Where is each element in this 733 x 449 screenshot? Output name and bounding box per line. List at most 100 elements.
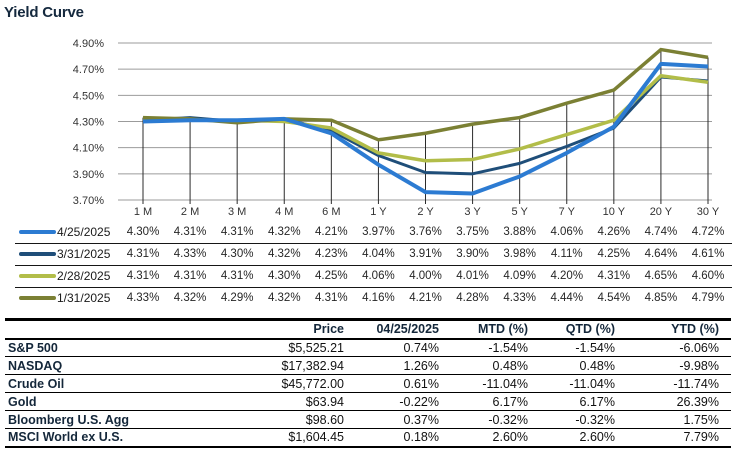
x-tick-label: 4 M bbox=[275, 206, 293, 218]
legend-value: 4.32% bbox=[267, 226, 301, 238]
legend-value: 4.65% bbox=[644, 270, 678, 282]
legend-value: 4.31% bbox=[315, 292, 348, 304]
legend-value: 4.06% bbox=[362, 270, 395, 282]
table-row: MSCI World ex U.S. $1,604.45 0.18% 2.60% 2.6… bbox=[5, 429, 731, 447]
legend-row: 1/31/2025 4.33% 4.32% 4.29% 4.32% 4.31% 4.16% 4… bbox=[0, 287, 733, 309]
legend-value: 4.11% bbox=[550, 248, 583, 260]
legend-value: 3.88% bbox=[503, 226, 536, 238]
cell-value: 0.37% bbox=[403, 412, 439, 427]
cell-value: 0.74% bbox=[403, 340, 439, 355]
legend-value: 4.09% bbox=[503, 270, 536, 282]
legend-value: 4.23% bbox=[315, 248, 348, 260]
legend-row: 3/31/2025 4.31% 4.33% 4.30% 4.32% 4.23% 4.04% 3… bbox=[0, 243, 733, 265]
cell-value: $45,772.00 bbox=[281, 376, 344, 391]
cell-value: -0.32% bbox=[488, 412, 528, 427]
legend-value: 4.31% bbox=[220, 226, 254, 238]
y-tick-label: 3.70% bbox=[73, 195, 104, 207]
legend-value: 4.01% bbox=[456, 270, 489, 282]
row-label: Gold bbox=[8, 394, 37, 409]
cell-value: -0.32% bbox=[575, 412, 615, 427]
legend-value: 4.72% bbox=[691, 226, 725, 238]
cell-value: 2.60% bbox=[579, 430, 615, 445]
legend-value: 4.31% bbox=[220, 270, 254, 282]
x-tick-label: 7 Y bbox=[559, 206, 576, 218]
legend-value: 4.00% bbox=[409, 270, 442, 282]
x-tick-label: 2 M bbox=[181, 206, 199, 218]
legend-row: 2/28/2025 4.31% 4.31% 4.31% 4.30% 4.25% 4.06% 4… bbox=[0, 265, 733, 287]
legend-value: 4.33% bbox=[173, 248, 207, 260]
legend-value: 3.75% bbox=[456, 226, 489, 238]
row-label: MSCI World ex U.S. bbox=[8, 430, 124, 445]
legend-value: 4.33% bbox=[503, 292, 536, 304]
legend-separator bbox=[15, 287, 732, 288]
page-title: Yield Curve bbox=[4, 4, 84, 21]
legend-value: 3.98% bbox=[503, 248, 536, 260]
table-row: NASDAQ $17,382.94 1.26% 0.48% 0.48% -9.98% bbox=[5, 357, 731, 375]
legend-value: 4.31% bbox=[597, 270, 631, 282]
legend-value: 4.30% bbox=[220, 248, 254, 260]
y-tick-label: 4.30% bbox=[73, 117, 104, 129]
legend-separator bbox=[15, 265, 732, 266]
cell-value: -1.54% bbox=[488, 340, 528, 355]
legend-value: 4.61% bbox=[691, 248, 725, 260]
cell-value: 0.48% bbox=[492, 358, 528, 373]
series-line-4-25-2025 bbox=[142, 61, 709, 196]
cell-value: -6.06% bbox=[679, 340, 719, 355]
cell-value: $17,382.94 bbox=[281, 358, 344, 373]
table-row: Crude Oil $45,772.00 0.61% -11.04% -11.04% -1… bbox=[5, 375, 731, 393]
column-header: YTD (%) bbox=[671, 322, 719, 337]
y-tick-label: 3.90% bbox=[73, 169, 104, 181]
row-label: S&P 500 bbox=[8, 340, 58, 355]
legend-value: 4.04% bbox=[362, 248, 395, 260]
legend-series-name: 3/31/2025 bbox=[57, 247, 111, 261]
table-row: S&P 500 $5,525.21 0.74% -1.54% -1.54% -6.06% bbox=[5, 339, 731, 357]
legend-value: 4.32% bbox=[173, 292, 207, 304]
yield-curve-chart: 4.90% 4.70% 4.50% 4.30% 4.10% 3.90% 3.70% 1 M 2 … bbox=[73, 38, 720, 218]
series-line-1-31-2025 bbox=[142, 47, 709, 142]
x-tick-label: 3 M bbox=[228, 206, 246, 218]
legend-swatch bbox=[19, 296, 56, 300]
legend-value: 4.26% bbox=[597, 226, 631, 238]
legend-value: 4.79% bbox=[691, 292, 725, 304]
legend-value: 4.31% bbox=[126, 248, 160, 260]
legend-value: 4.16% bbox=[362, 292, 395, 304]
cell-value: 2.60% bbox=[492, 430, 528, 445]
cell-value: 1.26% bbox=[403, 358, 439, 373]
legend-value: 4.31% bbox=[173, 270, 207, 282]
market-summary-table: Price 04/25/2025 MTD (%) QTD (%) YTD (%) S&P … bbox=[5, 318, 731, 448]
legend-value: 4.32% bbox=[267, 248, 301, 260]
column-header: QTD (%) bbox=[565, 322, 615, 337]
legend-value: 3.76% bbox=[409, 226, 442, 238]
legend-value: 4.60% bbox=[691, 270, 725, 282]
x-tick-label: 1 M bbox=[134, 206, 152, 218]
cell-value: $63.94 bbox=[305, 394, 344, 409]
cell-value: 1.75% bbox=[683, 412, 719, 427]
cell-value: -11.04% bbox=[482, 376, 528, 391]
legend-value: 4.74% bbox=[644, 226, 678, 238]
cell-value: $1,604.45 bbox=[288, 430, 344, 445]
legend-value: 4.06% bbox=[550, 226, 584, 238]
cell-value: 26.39% bbox=[676, 394, 719, 409]
cell-value: 0.48% bbox=[579, 358, 615, 373]
legend-value: 3.97% bbox=[362, 226, 395, 238]
legend-value: 4.25% bbox=[597, 248, 631, 260]
legend-value: 4.20% bbox=[550, 270, 584, 282]
table-row: Gold $63.94 -0.22% 6.17% 6.17% 26.39% bbox=[5, 393, 731, 411]
legend-value: 4.21% bbox=[409, 292, 442, 304]
x-tick-label: 3 Y bbox=[464, 206, 481, 218]
y-tick-label: 4.50% bbox=[73, 90, 104, 102]
legend-value: 3.91% bbox=[409, 248, 442, 260]
cell-value: 6.17% bbox=[492, 394, 528, 409]
legend-value: 4.30% bbox=[267, 270, 301, 282]
legend-value: 4.44% bbox=[550, 292, 584, 304]
cell-value: -9.98% bbox=[679, 358, 719, 373]
legend-series-name: 4/25/2025 bbox=[57, 225, 111, 239]
legend-swatch bbox=[19, 274, 56, 278]
cell-value: -1.54% bbox=[575, 340, 615, 355]
legend-value: 4.54% bbox=[597, 292, 631, 304]
column-header bbox=[5, 320, 253, 339]
legend-value: 4.29% bbox=[220, 292, 254, 304]
x-tick-label: 5 Y bbox=[512, 206, 529, 218]
column-header: MTD (%) bbox=[478, 322, 528, 337]
